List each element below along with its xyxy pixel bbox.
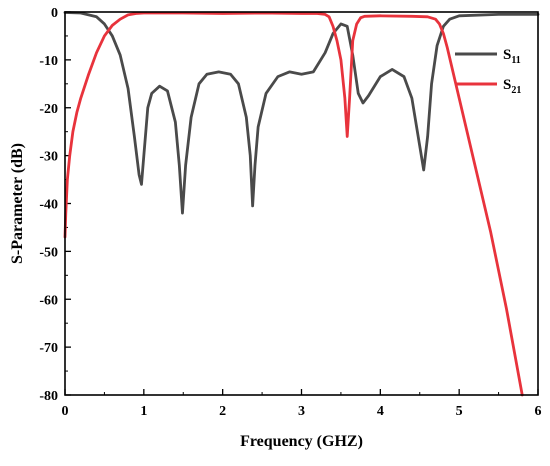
x-tick-label-0: 0 [62, 404, 69, 419]
x-axis-title: Frequency (GHZ) [240, 433, 363, 450]
series-s11 [63, 11, 540, 215]
legend-label-sub: 11 [511, 55, 520, 66]
legend-item-s11: S11 [455, 47, 521, 66]
y-tick-label-2: -20 [39, 102, 58, 117]
series-s21 [63, 11, 524, 397]
legend-label-main: S [503, 77, 511, 93]
legend-label-main: S [503, 47, 511, 63]
legend-label-s11: S11 [503, 47, 521, 66]
legend-item-s21: S21 [455, 77, 521, 96]
y-tick-label-4: -40 [39, 198, 58, 213]
x-tick-label-6: 6 [535, 404, 542, 419]
plot-frame [64, 11, 539, 396]
ticks-layer: 0 1 2 3 4 5 6 0 -10 -20 -30 -40 -50 -60 -70 -80 [39, 6, 541, 419]
series-layer [63, 11, 540, 397]
y-tick-label-6: -60 [39, 293, 58, 308]
x-tick-label-3: 3 [298, 404, 305, 419]
y-tick-label-3: -30 [39, 150, 58, 165]
y-tick-label-7: -70 [39, 341, 58, 356]
x-tick-label-5: 5 [456, 404, 463, 419]
y-tick-label-5: -50 [39, 245, 58, 260]
y-tick-label-1: -10 [39, 54, 58, 69]
legend-label-sub: 21 [511, 85, 521, 96]
x-tick-label-4: 4 [377, 404, 384, 419]
y-tick-label-8: -80 [39, 389, 58, 404]
legend-label-s21: S21 [503, 77, 521, 96]
x-tick-label-1: 1 [140, 404, 147, 419]
y-tick-label-0: 0 [51, 6, 58, 21]
y-axis-title: S-Parameter (dB) [9, 143, 26, 264]
series-line-s21 [63, 11, 524, 397]
series-line-s11 [63, 11, 540, 215]
x-tick-label-2: 2 [219, 404, 226, 419]
